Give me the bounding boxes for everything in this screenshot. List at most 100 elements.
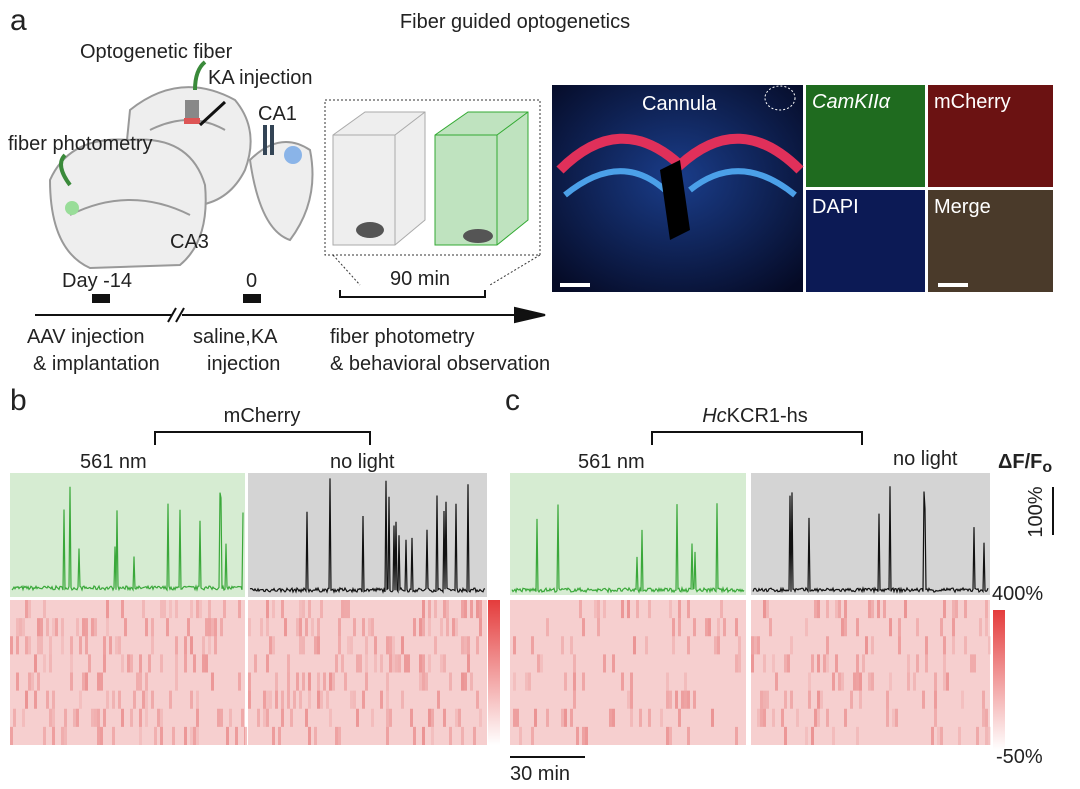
heat-cell: [151, 618, 154, 637]
heat-cell: [443, 654, 446, 673]
heat-cell: [139, 708, 142, 727]
heat-cell: [139, 672, 142, 691]
heat-cell: [636, 600, 639, 619]
heat-cell: [693, 690, 696, 709]
heat-cell: [952, 636, 955, 655]
traces: [11, 478, 989, 594]
heat-cell: [763, 654, 766, 673]
heat-cell: [988, 636, 991, 655]
label: 100%: [1025, 486, 1047, 537]
heat-cell: [672, 636, 675, 655]
heat-cell: [70, 636, 73, 655]
heat-cell: [299, 618, 302, 637]
heat-cell: [368, 618, 371, 637]
heat-cell: [832, 726, 835, 745]
heat-cell: [946, 672, 949, 691]
heat-cell: [464, 600, 467, 619]
heat-cell: [278, 726, 281, 745]
label: & implantation: [33, 353, 160, 375]
heat-cell: [365, 636, 368, 655]
heat-cell: [76, 708, 79, 727]
heat-cell: [645, 636, 648, 655]
heat-cell: [52, 618, 55, 637]
heat-cell: [238, 600, 241, 619]
heat-cell: [284, 618, 287, 637]
heat-cell: [817, 708, 820, 727]
heat-cell: [22, 708, 25, 727]
heat-cell: [130, 654, 133, 673]
heat-cell: [820, 690, 823, 709]
heat-cell: [40, 618, 43, 637]
heat-cell: [43, 726, 46, 745]
heat-cell: [597, 600, 600, 619]
heat-cell: [455, 708, 458, 727]
heat-cell: [160, 600, 163, 619]
heat-cell: [172, 726, 175, 745]
heat-cell: [443, 708, 446, 727]
heat-cell: [308, 600, 311, 619]
heat-cell: [97, 726, 100, 745]
heat-cell: [630, 708, 633, 727]
heat-cell: [925, 636, 928, 655]
bg: [751, 473, 990, 595]
heat-cell: [434, 600, 437, 619]
heat-cell: [985, 600, 988, 619]
heat-cell: [883, 600, 886, 619]
label: Merge: [934, 196, 991, 218]
heat-cell: [796, 708, 799, 727]
heat-cell: [25, 600, 28, 619]
heat-cell: [374, 636, 377, 655]
heat-cell: [513, 672, 516, 691]
heat-cell: [121, 654, 124, 673]
heat-cell: [464, 636, 467, 655]
heat-cell: [916, 618, 919, 637]
label: fiber photometry: [8, 133, 153, 155]
heat-cell: [982, 690, 985, 709]
heat-cell: [525, 672, 528, 691]
heat-cell: [287, 672, 290, 691]
heat-cell: [973, 654, 976, 673]
label: Optogenetic fiber: [80, 41, 233, 63]
heat-cell: [513, 708, 516, 727]
label: KA injection: [208, 67, 313, 89]
heat-cell: [955, 600, 958, 619]
heat-cell: [302, 600, 305, 619]
heat-cell: [359, 654, 362, 673]
bg: [510, 473, 746, 595]
heat-cell: [338, 636, 341, 655]
heat-cell: [826, 708, 829, 727]
heat-cell: [61, 726, 64, 745]
heat-cell: [790, 690, 793, 709]
heat-cell: [720, 600, 723, 619]
heat-cell: [826, 636, 829, 655]
heat-cell: [461, 726, 464, 745]
heat-cell: [335, 726, 338, 745]
label: no light: [893, 448, 958, 470]
heat-cell: [708, 618, 711, 637]
heat-cell: [109, 636, 112, 655]
heat-cell: [817, 600, 820, 619]
heat-cell: [341, 654, 344, 673]
heat-cell: [82, 618, 85, 637]
heat-cell: [193, 726, 196, 745]
heat-cell: [317, 636, 320, 655]
heat-cell: [329, 672, 332, 691]
heat-cell: [43, 600, 46, 619]
heat-cell: [476, 690, 479, 709]
heat-cell: [805, 726, 808, 745]
heatmap: [751, 600, 990, 745]
heat-cell: [365, 672, 368, 691]
heat-cell: [335, 654, 338, 673]
heat-cell: [693, 618, 696, 637]
heat-cell: [353, 690, 356, 709]
heat-cell: [877, 600, 880, 619]
label: HcKCR1-hs: [702, 405, 808, 427]
heat-cell: [272, 600, 275, 619]
heat-cell: [248, 618, 251, 637]
heat-cell: [528, 672, 531, 691]
heat-cell: [684, 672, 687, 691]
heat-cell: [582, 672, 585, 691]
heat-cell: [823, 654, 826, 673]
heat-cell: [865, 636, 868, 655]
